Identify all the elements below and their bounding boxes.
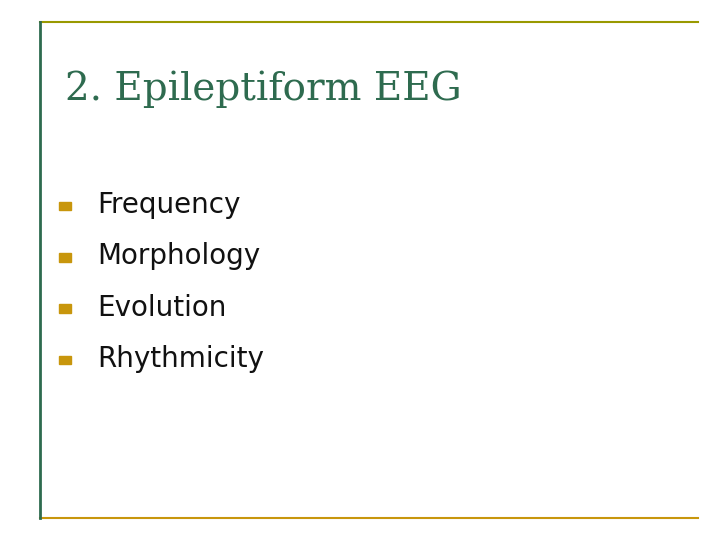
Text: Rhythmicity: Rhythmicity [97, 345, 264, 373]
Text: Frequency: Frequency [97, 191, 240, 219]
Text: Evolution: Evolution [97, 294, 227, 322]
FancyBboxPatch shape [59, 202, 71, 211]
Text: Morphology: Morphology [97, 242, 261, 271]
Text: 2. Epileptiform EEG: 2. Epileptiform EEG [65, 70, 462, 107]
FancyBboxPatch shape [59, 253, 71, 262]
FancyBboxPatch shape [59, 305, 71, 313]
FancyBboxPatch shape [59, 356, 71, 364]
